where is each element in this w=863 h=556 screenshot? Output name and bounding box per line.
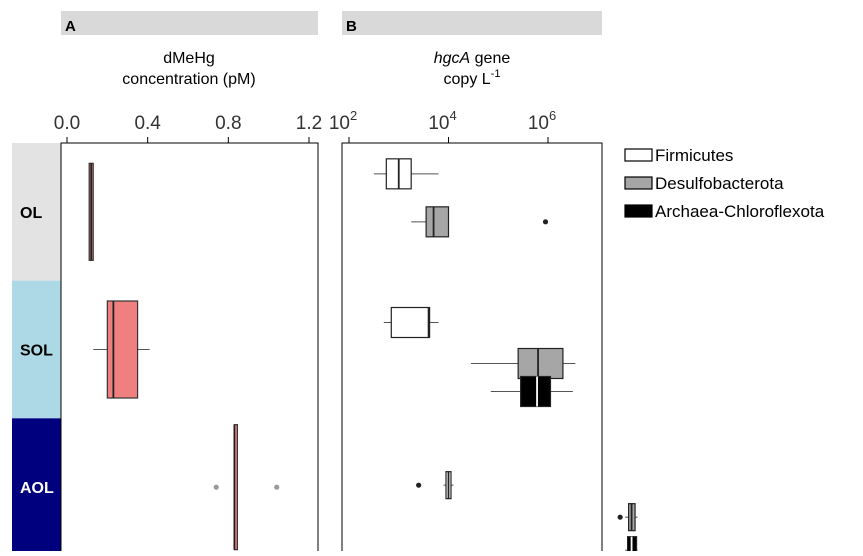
x-tick-label-b: 106 [528, 108, 556, 134]
box-b-archaea-chloroflexota-sol-box [520, 375, 552, 408]
x-tick-label-a: 0.4 [134, 113, 161, 134]
legend: Firmicutes Desulfobacterota Archaea-Chloro… [624, 146, 825, 221]
panel-b-title-line2: copy L-1 [444, 68, 501, 88]
box-a-aol-outlier [213, 484, 219, 490]
x-tick-label-a: 0.0 [54, 113, 80, 134]
box-b-firmicutes-sol-box [390, 306, 431, 339]
row-band-aol [12, 418, 61, 556]
legend-swatch-archaea-chloroflexota [624, 204, 653, 218]
box-b-firmicutes-aol-outlier [416, 482, 422, 488]
row-band-sol [12, 280, 61, 419]
panel-b-boxes [373, 158, 638, 556]
box-a-aol-outlier [274, 484, 280, 490]
panel-a-title-line1: dMeHg [163, 50, 215, 67]
box-b-desulfobacterota-aol-outlier [617, 514, 623, 520]
panel-b-letter: B [346, 18, 357, 35]
row-label-ol: OL [20, 205, 42, 222]
legend-label-desulfobacterota: Desulfobacterota [655, 174, 784, 193]
box-b-desulfobacterota-ol-box [425, 206, 450, 238]
panel-b-title-line1: hgcA gene [434, 50, 511, 67]
box-b-desulfobacterota-sol-box [517, 347, 564, 380]
x-tick-label-a: 1.2 [296, 113, 322, 134]
x-tick-label-b: 104 [428, 108, 456, 134]
panel-a-frame [60, 142, 319, 556]
legend-label-archaea-chloroflexota: Archaea-Chloroflexota [655, 202, 825, 221]
panel-a-title-line2: concentration (pM) [122, 71, 255, 88]
x-tick-label-b: 102 [329, 108, 357, 134]
panel-b-header [342, 11, 602, 35]
panel-a-header [61, 11, 318, 35]
legend-swatch-firmicutes [624, 148, 653, 162]
legend-label-firmicutes: Firmicutes [655, 146, 733, 165]
box-a-sol-box [106, 300, 139, 399]
box-b-desulfobacterota-ol-outlier [542, 219, 549, 225]
panel-a-letter: A [65, 18, 76, 35]
x-tick-label-a: 0.8 [215, 113, 241, 134]
row-label-sol: SOL [20, 343, 53, 360]
row-label-aol: AOL [20, 480, 54, 497]
row-band-ol [12, 143, 61, 281]
panel-a-boxes [88, 162, 280, 551]
row-bands: OL SOL AOL [12, 143, 61, 556]
legend-swatch-desulfobacterota [624, 176, 653, 190]
panel-b-frame [341, 142, 603, 556]
